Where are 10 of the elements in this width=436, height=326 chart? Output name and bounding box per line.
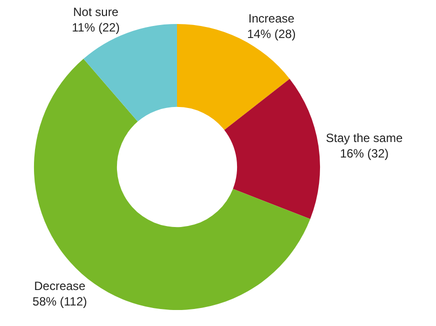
slice-label: Increase: [248, 12, 295, 26]
slice-label: Not sure: [73, 5, 119, 20]
slice-label: Stay the same: [326, 131, 403, 146]
data-label: 11% (22): [72, 20, 120, 35]
slice-label: Decrease: [34, 278, 86, 293]
data-label: 58% (112): [32, 294, 88, 308]
data-label: 16% (32): [340, 146, 389, 161]
donut-slice: [224, 78, 320, 220]
data-label: 14% (28): [247, 27, 296, 42]
donut-slice: [34, 58, 310, 310]
